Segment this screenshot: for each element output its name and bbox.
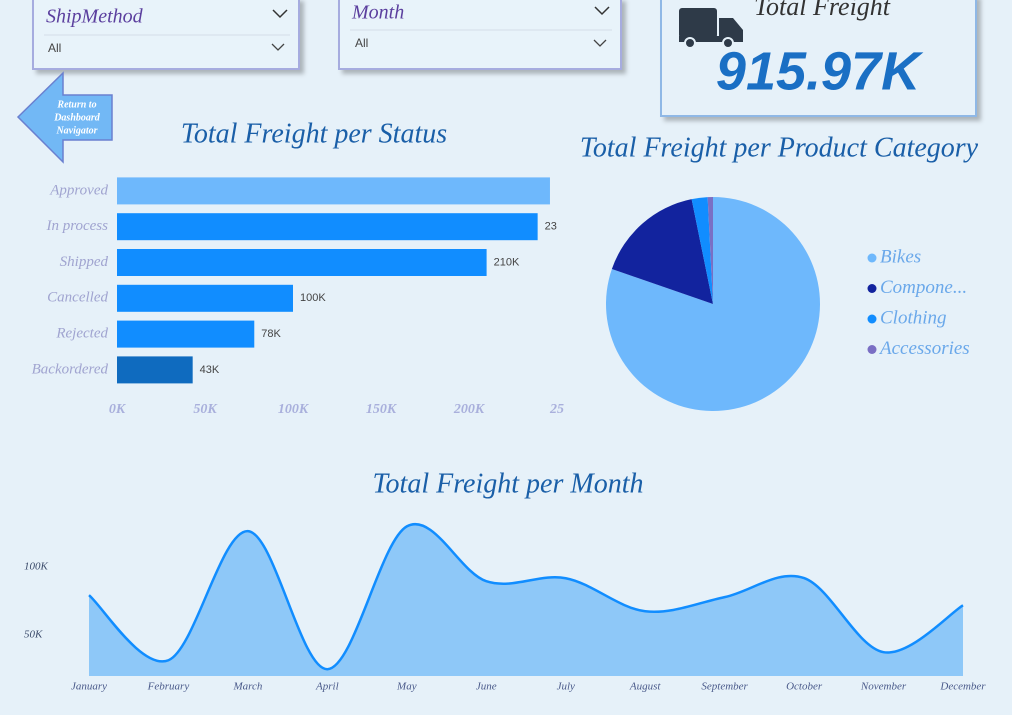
bar	[117, 213, 538, 241]
legend-swatch	[867, 345, 877, 354]
data-label: 23	[545, 221, 557, 233]
x-tick-label: November	[860, 681, 907, 693]
pie-slice	[691, 197, 713, 304]
data-label: 78K	[261, 328, 281, 340]
x-tick-label: August	[629, 681, 662, 693]
card-title: Total Freight	[754, 0, 891, 21]
line	[88, 522, 964, 671]
x-tick-label: 100K	[278, 402, 310, 417]
x-tick-label: 0K	[109, 402, 127, 417]
y-tick-label: Shipped	[60, 254, 109, 270]
legend-label: Bikes	[880, 246, 921, 267]
pie-slice	[707, 197, 713, 304]
chart-title: Total Freight per Product Category	[580, 132, 979, 163]
legend-label: Compone...	[880, 277, 967, 298]
chevron	[593, 39, 607, 47]
x-tick-label: February	[147, 681, 190, 693]
chevron	[271, 43, 285, 51]
slicer-box	[338, 0, 622, 70]
card-value: 915.97K	[716, 41, 924, 101]
x-tick-label: 150K	[366, 402, 398, 417]
slicer-title: ShipMethod	[46, 6, 144, 28]
x-tick-label: 200K	[453, 402, 486, 417]
slicer[interactable]: Month All	[338, 0, 622, 70]
x-tick-label: March	[232, 681, 262, 693]
x-tick-label: 25	[549, 402, 564, 417]
area-fill	[89, 524, 963, 676]
card-box	[660, 0, 977, 117]
slicer-selection: All	[48, 41, 61, 55]
bar	[117, 249, 487, 276]
chart-title: Total Freight per Status	[181, 118, 447, 149]
x-tick-label: September	[701, 681, 748, 693]
arrow-shape	[16, 71, 113, 164]
y-tick-label: In process	[45, 218, 108, 234]
data-label: 100K	[300, 292, 326, 304]
pie-slice	[611, 199, 713, 304]
legend-swatch	[867, 253, 877, 263]
button-label: Dashboard	[53, 112, 101, 123]
data-label: 43K	[200, 364, 220, 376]
legend-swatch	[867, 314, 877, 324]
chart-title: Total Freight per Month	[373, 468, 644, 499]
bar	[117, 177, 550, 205]
y-tick-label: Cancelled	[47, 290, 108, 306]
chevron	[272, 9, 288, 19]
y-tick-label: Approved	[49, 182, 108, 198]
x-tick-label: October	[786, 681, 823, 693]
x-tick-label: July	[557, 681, 575, 693]
truck-icon	[679, 8, 743, 49]
kpi-card: Total Freight 915.97K	[660, 0, 977, 117]
x-tick-label: April	[315, 681, 339, 693]
slicer-title: Month	[351, 2, 404, 24]
x-tick-label: 50K	[193, 402, 218, 417]
legend-label: Accessories	[878, 338, 970, 359]
data-label: 210K	[494, 256, 520, 268]
button-label: Navigator	[55, 125, 97, 136]
y-tick-label: 100K	[24, 561, 49, 573]
button-label: Return to	[56, 99, 96, 110]
x-tick-label: May	[396, 681, 417, 693]
legend-label: Clothing	[880, 307, 947, 328]
bar	[117, 284, 293, 312]
y-tick-label: Backordered	[32, 361, 109, 377]
slicer-selection: All	[355, 36, 368, 50]
chevron	[594, 6, 610, 16]
back-button[interactable]: Return to Dashboard Navigator	[16, 71, 113, 164]
x-tick-label: December	[939, 681, 986, 693]
bar	[117, 356, 193, 384]
y-tick-label: 50K	[24, 629, 43, 641]
legend-swatch	[867, 284, 877, 293]
x-tick-label: June	[476, 681, 497, 693]
y-tick-label: Rejected	[55, 326, 108, 342]
x-tick-label: January	[71, 681, 107, 693]
bar	[117, 320, 255, 348]
slicer[interactable]: ShipMethod All	[32, 0, 300, 70]
